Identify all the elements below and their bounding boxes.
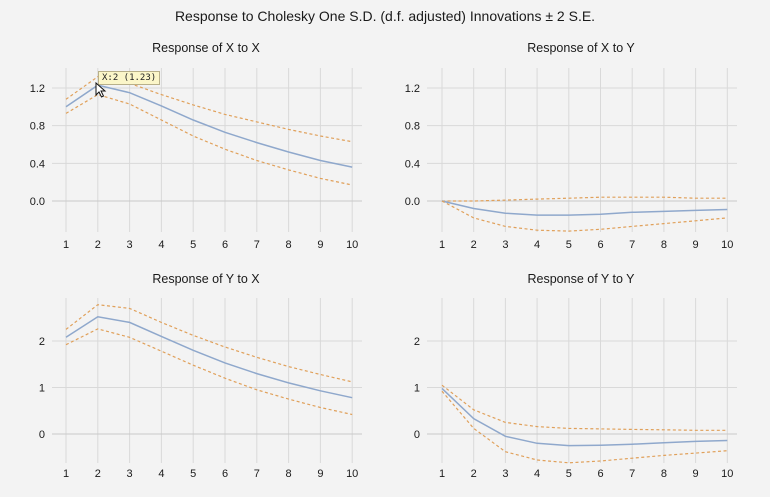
x-tick-label: 2	[471, 468, 477, 480]
x-tick-label: 1	[439, 468, 445, 480]
x-tick-label: 5	[566, 239, 572, 251]
x-tick-label: 10	[346, 239, 358, 251]
x-tick-label: 1	[63, 468, 69, 480]
lower-band-line	[65, 93, 353, 186]
x-tick-label: 10	[721, 239, 733, 251]
x-tick-label: 5	[566, 468, 572, 480]
x-tick-label: 2	[95, 468, 101, 480]
y-tick-label: 0.0	[30, 196, 45, 208]
x-tick-label: 7	[254, 239, 260, 251]
y-tick-label: 0	[414, 429, 420, 441]
data-tooltip: X:2 (1.23)	[98, 71, 161, 85]
x-tick-label: 7	[629, 239, 635, 251]
lower-band-line	[441, 390, 728, 464]
response-line	[65, 316, 353, 399]
y-tick-label: 0.8	[30, 121, 45, 133]
x-tick-label: 5	[190, 468, 196, 480]
chart-panel-2: Response of X to Y 0.0 0.4 0.8 1.2 1 2 3 4 5 6 7 8 9 1…	[405, 41, 737, 251]
x-tick-label: 8	[661, 468, 667, 480]
figure-title: Response to Cholesky One S.D. (d.f. adju…	[174, 8, 596, 24]
upper-band-line	[65, 76, 353, 143]
x-tick-label: 9	[317, 468, 323, 480]
y-tick-label: 0.0	[405, 196, 420, 208]
x-tick-label: 3	[127, 239, 133, 251]
x-tick-label: 9	[693, 239, 699, 251]
chart-panel-4: Response of Y to Y 0 1 2 1 2 3 4 5 6 7 8 9 10	[414, 272, 737, 480]
chart-panel-3: Response of Y to X 0 1 2 1 2 3 4 5 6 7 8 9 10	[39, 272, 362, 480]
x-tick-label: 4	[158, 239, 164, 251]
chart-panel-1: Response of X to X 0.0 0.4 0.8 1.2 1 2 3 4 5 6 7 8 9 1…	[30, 41, 362, 251]
y-tick-label: 1.2	[30, 83, 45, 95]
panel-title: Response of X to Y	[527, 41, 635, 55]
y-tick-label: 0.8	[405, 121, 420, 133]
upper-band-line	[65, 304, 353, 383]
panel-title: Response of X to X	[152, 41, 260, 55]
x-tick-label: 3	[502, 468, 508, 480]
panel-title: Response of Y to X	[152, 272, 260, 286]
x-tick-label: 6	[597, 468, 603, 480]
response-line	[441, 387, 728, 447]
x-tick-label: 7	[254, 468, 260, 480]
x-tick-label: 2	[471, 239, 477, 251]
x-tick-label: 10	[346, 468, 358, 480]
panel-title: Response of Y to Y	[527, 272, 635, 286]
lower-band-line	[65, 328, 353, 416]
x-tick-label: 8	[661, 239, 667, 251]
x-tick-label: 4	[534, 239, 540, 251]
y-tick-label: 1	[414, 383, 420, 395]
x-tick-label: 9	[317, 239, 323, 251]
y-tick-label: 0.4	[30, 158, 45, 170]
x-tick-label: 9	[693, 468, 699, 480]
x-tick-label: 6	[222, 239, 228, 251]
x-tick-label: 3	[127, 468, 133, 480]
mouse-cursor-icon	[95, 82, 107, 98]
lower-band-line	[441, 200, 728, 232]
x-tick-label: 8	[286, 468, 292, 480]
upper-band-line	[441, 384, 728, 431]
y-tick-label: 0.4	[405, 158, 420, 170]
x-tick-label: 6	[222, 468, 228, 480]
x-tick-label: 10	[721, 468, 733, 480]
response-line	[65, 84, 353, 168]
y-tick-label: 1.2	[405, 83, 420, 95]
y-tick-label: 2	[414, 336, 420, 348]
x-tick-label: 1	[63, 239, 69, 251]
x-tick-label: 8	[286, 239, 292, 251]
upper-band-line	[442, 196, 728, 202]
x-tick-label: 7	[629, 468, 635, 480]
x-tick-label: 4	[534, 468, 540, 480]
x-tick-label: 2	[95, 239, 101, 251]
x-tick-label: 1	[439, 239, 445, 251]
y-tick-label: 0	[39, 429, 45, 441]
x-tick-label: 3	[502, 239, 508, 251]
y-tick-label: 2	[39, 336, 45, 348]
x-tick-label: 4	[158, 468, 164, 480]
y-tick-label: 1	[39, 383, 45, 395]
x-tick-label: 5	[190, 239, 196, 251]
x-tick-label: 6	[597, 239, 603, 251]
response-line	[441, 200, 728, 216]
